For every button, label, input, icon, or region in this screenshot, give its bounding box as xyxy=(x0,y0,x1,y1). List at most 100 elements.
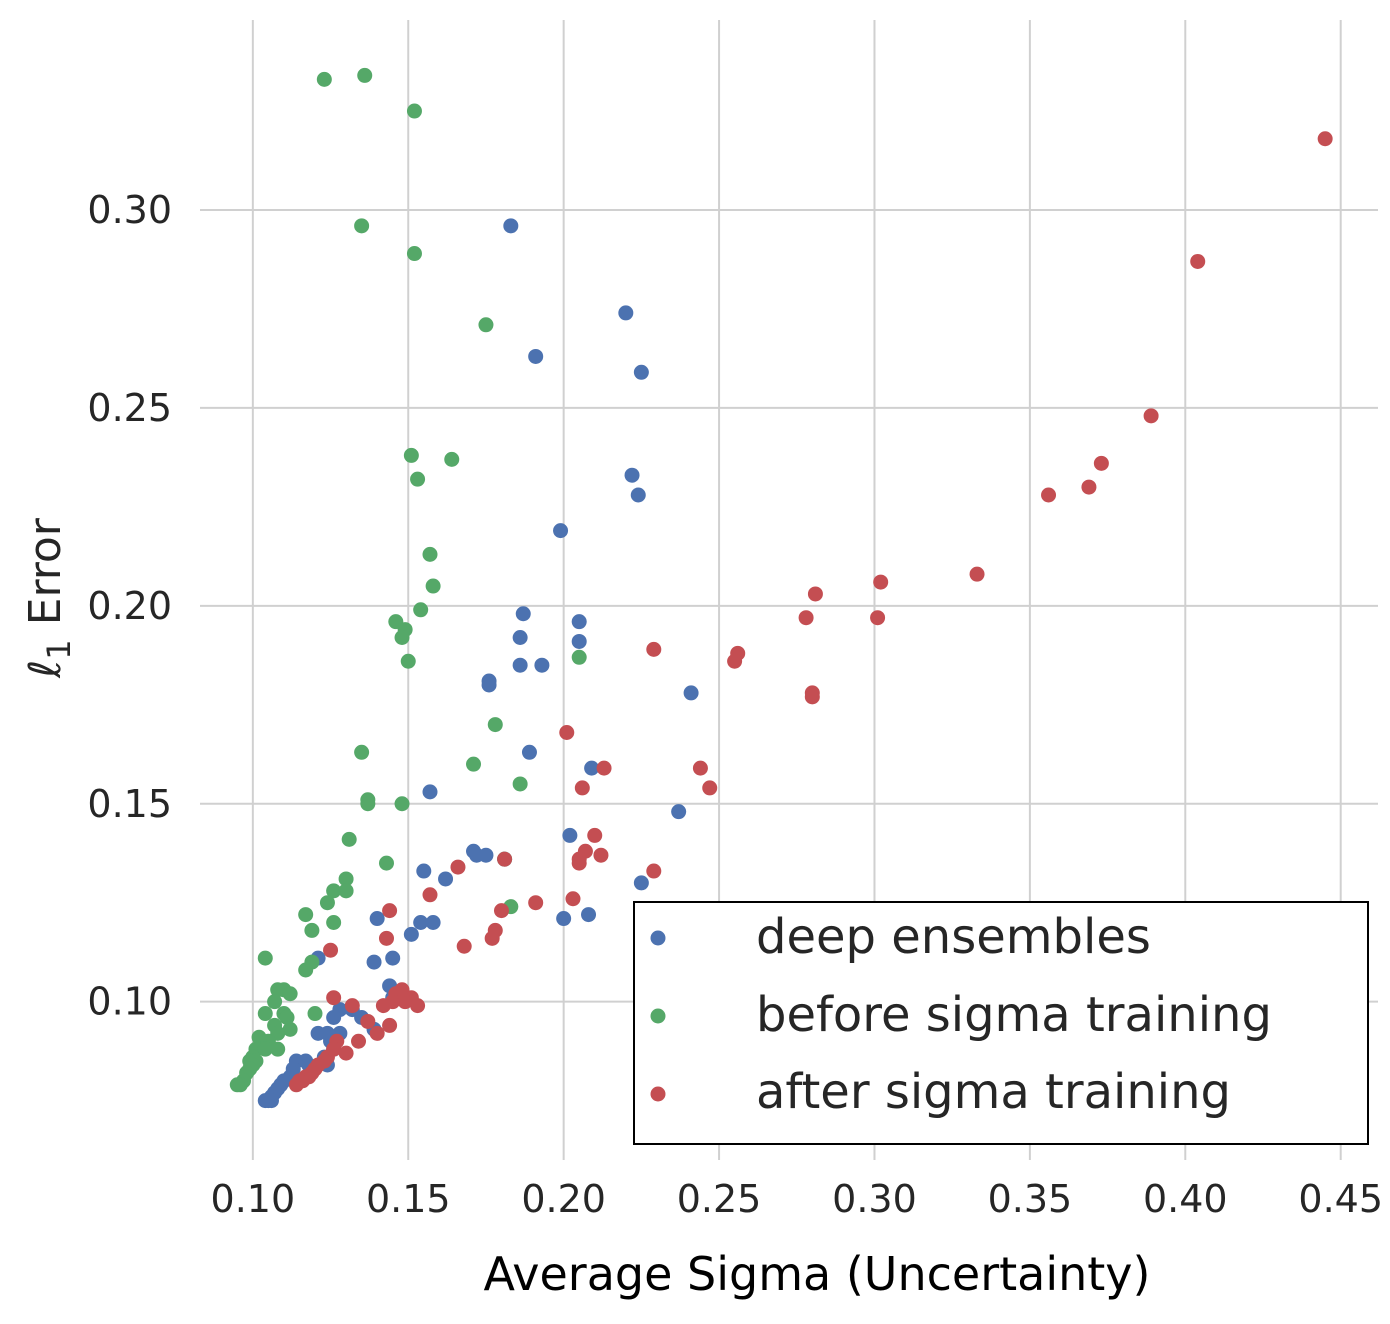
x-tick-label: 0.45 xyxy=(1298,1177,1383,1221)
point-deep-ensembles xyxy=(326,1010,342,1025)
point-before-sigma-training xyxy=(478,317,494,333)
point-before-sigma-training xyxy=(279,1010,295,1025)
point-after-sigma-training xyxy=(326,990,342,1006)
legend: deep ensembles before sigma training aft… xyxy=(633,901,1369,1145)
legend-marker-deep-ensembles xyxy=(650,930,666,946)
point-deep-ensembles xyxy=(263,1093,279,1109)
point-deep-ensembles xyxy=(630,487,646,503)
y-tick-label: 0.10 xyxy=(87,980,172,1024)
point-deep-ensembles xyxy=(366,954,382,970)
x-axis-label: Average Sigma (Uncertainty) xyxy=(484,1247,1151,1301)
point-deep-ensembles xyxy=(413,915,429,930)
point-after-sigma-training xyxy=(702,780,718,796)
point-after-sigma-training xyxy=(804,689,820,705)
point-before-sigma-training xyxy=(512,776,528,792)
point-deep-ensembles xyxy=(416,863,432,879)
point-before-sigma-training xyxy=(341,831,357,847)
point-after-sigma-training xyxy=(288,1077,304,1093)
point-deep-ensembles xyxy=(438,871,454,887)
point-after-sigma-training xyxy=(798,610,814,626)
point-before-sigma-training xyxy=(378,855,394,871)
point-deep-ensembles xyxy=(633,875,649,891)
point-before-sigma-training xyxy=(400,653,416,669)
point-deep-ensembles xyxy=(512,630,528,645)
point-before-sigma-training xyxy=(571,649,587,665)
y-axis-label-subscript: 1 xyxy=(40,639,78,659)
point-before-sigma-training xyxy=(444,451,460,467)
point-before-sigma-training xyxy=(357,67,373,83)
x-tick-label: 0.10 xyxy=(211,1177,296,1221)
point-after-sigma-training xyxy=(450,859,466,875)
x-tick-label: 0.20 xyxy=(521,1177,606,1221)
point-deep-ensembles xyxy=(618,305,634,321)
point-deep-ensembles xyxy=(512,657,528,673)
point-after-sigma-training xyxy=(338,1045,354,1061)
y-axis-ticks: 0.10 0.15 0.20 0.25 0.30 xyxy=(87,188,172,1024)
point-after-sigma-training xyxy=(565,891,581,907)
point-after-sigma-training xyxy=(397,994,413,1010)
point-after-sigma-training xyxy=(692,760,708,776)
point-before-sigma-training xyxy=(326,883,342,899)
x-tick-label: 0.25 xyxy=(677,1177,762,1221)
point-before-sigma-training xyxy=(338,871,354,887)
point-after-sigma-training xyxy=(382,903,398,919)
point-before-sigma-training xyxy=(229,1077,245,1093)
point-deep-ensembles xyxy=(633,364,649,380)
point-before-sigma-training xyxy=(270,982,286,998)
point-before-sigma-training xyxy=(304,922,320,938)
point-after-sigma-training xyxy=(1093,455,1109,471)
point-before-sigma-training xyxy=(360,796,376,812)
point-after-sigma-training xyxy=(727,653,743,669)
point-before-sigma-training xyxy=(316,71,332,87)
y-tick-label: 0.25 xyxy=(87,386,172,430)
point-deep-ensembles xyxy=(403,926,419,942)
point-before-sigma-training xyxy=(487,717,503,733)
point-after-sigma-training xyxy=(369,1025,385,1041)
point-after-sigma-training xyxy=(344,998,360,1014)
x-tick-label: 0.30 xyxy=(832,1177,917,1221)
legend-label-after-sigma-training: after sigma training xyxy=(756,1064,1231,1120)
point-before-sigma-training xyxy=(406,246,422,262)
point-before-sigma-training xyxy=(270,1041,286,1057)
series-before-sigma-training xyxy=(229,67,587,1093)
point-after-sigma-training xyxy=(807,586,823,602)
point-deep-ensembles xyxy=(369,911,385,927)
point-deep-ensembles xyxy=(683,685,699,701)
point-after-sigma-training xyxy=(1081,479,1097,495)
point-after-sigma-training xyxy=(497,851,513,867)
y-tick-label: 0.30 xyxy=(87,188,172,232)
y-tick-label: 0.15 xyxy=(87,782,172,826)
legend-label-before-sigma-training: before sigma training xyxy=(756,987,1272,1043)
point-after-sigma-training xyxy=(422,887,438,903)
point-before-sigma-training xyxy=(298,907,314,923)
y-axis-label-rest: Error xyxy=(20,517,71,639)
x-tick-label: 0.15 xyxy=(366,1177,451,1221)
point-before-sigma-training xyxy=(413,602,429,618)
point-before-sigma-training xyxy=(282,1021,298,1037)
point-before-sigma-training xyxy=(422,546,438,562)
point-after-sigma-training xyxy=(375,998,391,1014)
legend-marker-after-sigma-training xyxy=(650,1086,666,1102)
point-deep-ensembles xyxy=(385,950,401,966)
point-before-sigma-training xyxy=(354,218,370,234)
point-deep-ensembles xyxy=(515,606,531,622)
point-after-sigma-training xyxy=(574,780,590,796)
point-after-sigma-training xyxy=(587,827,603,843)
point-before-sigma-training xyxy=(257,950,273,966)
point-deep-ensembles xyxy=(571,633,587,649)
point-after-sigma-training xyxy=(323,942,339,958)
grid-lines xyxy=(200,20,1378,1160)
point-deep-ensembles xyxy=(481,677,497,693)
point-before-sigma-training xyxy=(257,1006,273,1022)
point-before-sigma-training xyxy=(354,744,370,760)
x-axis-ticks: 0.10 0.15 0.20 0.25 0.30 0.35 0.40 0.45 xyxy=(211,1177,1383,1221)
point-deep-ensembles xyxy=(671,804,687,820)
point-deep-ensembles xyxy=(534,657,550,673)
point-deep-ensembles xyxy=(528,348,544,364)
point-before-sigma-training xyxy=(326,915,342,930)
point-before-sigma-training xyxy=(406,103,422,119)
point-deep-ensembles xyxy=(553,523,569,539)
point-after-sigma-training xyxy=(456,938,472,954)
point-before-sigma-training xyxy=(282,986,298,1002)
